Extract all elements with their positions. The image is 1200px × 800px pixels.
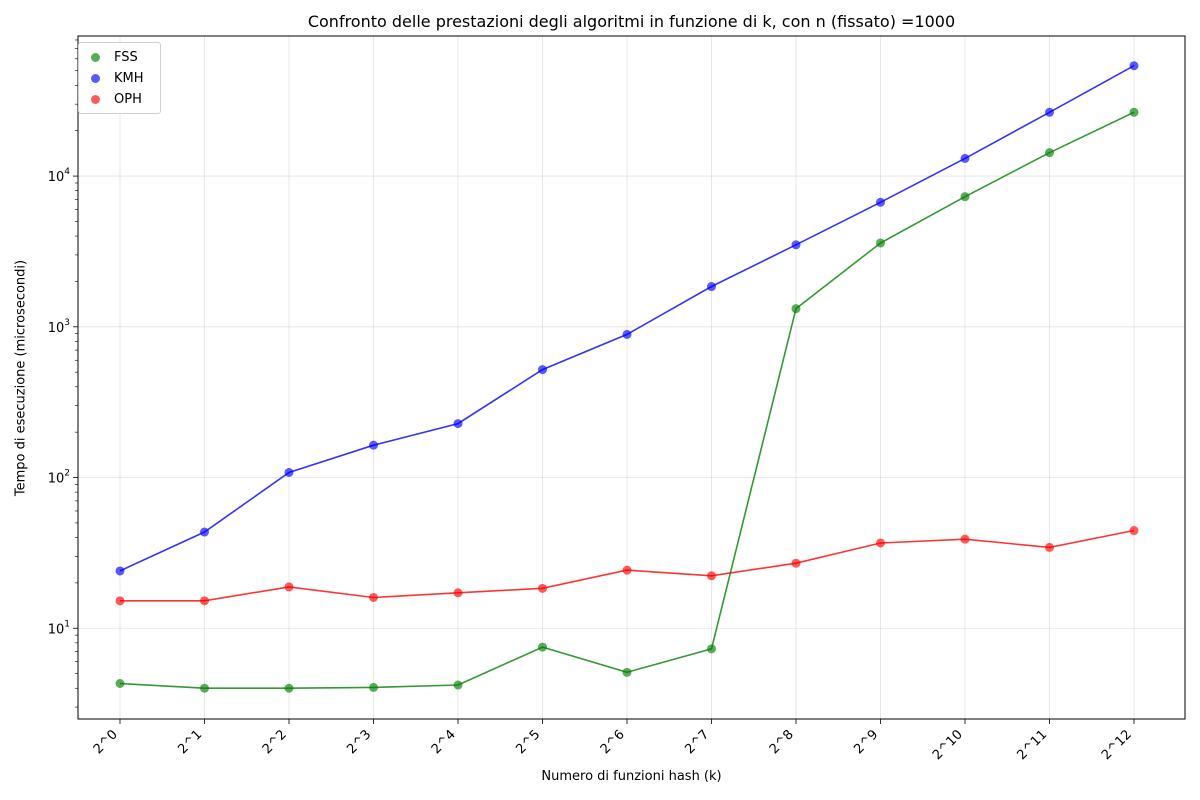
x-tick-label: 2^6 bbox=[598, 727, 628, 757]
data-point-oph bbox=[622, 565, 632, 575]
data-point-oph bbox=[960, 534, 970, 544]
legend-marker-fss bbox=[91, 52, 100, 62]
plot-frame bbox=[77, 35, 1186, 720]
data-point-fss bbox=[791, 304, 801, 314]
data-point-fss bbox=[960, 192, 970, 202]
x-tick-label: 2^9 bbox=[851, 727, 881, 757]
data-point-oph bbox=[1045, 542, 1054, 552]
data-point-kmh bbox=[707, 282, 716, 292]
data-point-oph bbox=[791, 558, 801, 568]
data-point-oph bbox=[453, 588, 463, 598]
data-point-oph bbox=[538, 583, 547, 593]
data-point-kmh bbox=[791, 240, 801, 250]
grid-layer bbox=[78, 36, 1185, 719]
data-point-oph bbox=[876, 538, 885, 548]
data-point-fss bbox=[538, 642, 547, 652]
data-point-oph bbox=[115, 596, 125, 606]
x-axis-label: Numero di funzioni hash (k) bbox=[541, 769, 722, 784]
legend-label-fss: FSS bbox=[114, 49, 138, 65]
data-point-fss bbox=[369, 682, 378, 692]
y-axis-label: Tempo di esecuzione (microsecondi) bbox=[13, 259, 29, 497]
legend-item-oph: OPH bbox=[91, 90, 142, 108]
x-tick-label: 2^5 bbox=[513, 727, 543, 757]
data-point-fss bbox=[622, 667, 632, 677]
data-point-fss bbox=[200, 683, 209, 693]
x-tick-label: 2^12 bbox=[1099, 727, 1135, 763]
data-point-fss bbox=[1129, 107, 1139, 117]
x-tick-label: 2^11 bbox=[1014, 727, 1050, 763]
y-tick-label: 104 bbox=[48, 167, 71, 185]
legend-item-kmh: KMH bbox=[91, 69, 144, 87]
data-point-kmh bbox=[200, 527, 209, 537]
legend-label-kmh: KMH bbox=[114, 70, 144, 86]
x-tick-label: 2^10 bbox=[930, 727, 966, 763]
data-point-oph bbox=[284, 582, 294, 592]
x-tick-label: 2^2 bbox=[260, 727, 290, 757]
x-tick-label: 2^0 bbox=[91, 727, 121, 757]
data-point-kmh bbox=[369, 440, 378, 450]
data-point-fss bbox=[115, 679, 125, 689]
data-point-fss bbox=[876, 238, 885, 248]
data-point-kmh bbox=[538, 365, 547, 375]
legend-item-fss: FSS bbox=[91, 48, 138, 66]
data-point-kmh bbox=[1129, 61, 1139, 71]
x-tick-label: 2^7 bbox=[682, 727, 712, 757]
tick-layer: 2^0 2^1 2^2 2^3 2^4 2^5 2^6 2^7 2^8 2^9 2^10 2^11 2^… bbox=[48, 39, 1135, 763]
y-tick-label: 101 bbox=[48, 619, 70, 637]
data-point-kmh bbox=[453, 419, 463, 429]
y-tick-label: 102 bbox=[48, 469, 70, 487]
x-tick-label: 2^8 bbox=[767, 727, 797, 757]
data-point-kmh bbox=[115, 566, 125, 576]
series-layer bbox=[115, 61, 1139, 693]
data-point-fss bbox=[453, 680, 463, 690]
data-point-kmh bbox=[284, 467, 294, 477]
x-tick-label: 2^3 bbox=[344, 727, 374, 757]
x-tick-label: 2^4 bbox=[429, 727, 459, 757]
x-tick-label: 2^1 bbox=[175, 727, 205, 757]
data-point-kmh bbox=[1045, 107, 1054, 117]
data-point-kmh bbox=[622, 329, 632, 339]
legend-marker-kmh bbox=[91, 73, 100, 83]
data-point-oph bbox=[200, 596, 209, 606]
data-point-oph bbox=[369, 592, 378, 602]
data-point-fss bbox=[284, 683, 294, 693]
y-tick-label: 103 bbox=[48, 318, 70, 336]
legend-marker-oph bbox=[91, 94, 100, 104]
data-point-kmh bbox=[876, 197, 885, 207]
data-point-oph bbox=[707, 571, 716, 581]
chart-title: Confronto delle prestazioni degli algori… bbox=[307, 12, 956, 31]
legend: FSS KMH OPH bbox=[78, 42, 161, 114]
data-point-oph bbox=[1129, 526, 1139, 536]
data-point-fss bbox=[707, 644, 716, 654]
data-point-kmh bbox=[960, 153, 970, 163]
legend-label-oph: OPH bbox=[114, 91, 142, 107]
data-point-fss bbox=[1045, 148, 1054, 158]
